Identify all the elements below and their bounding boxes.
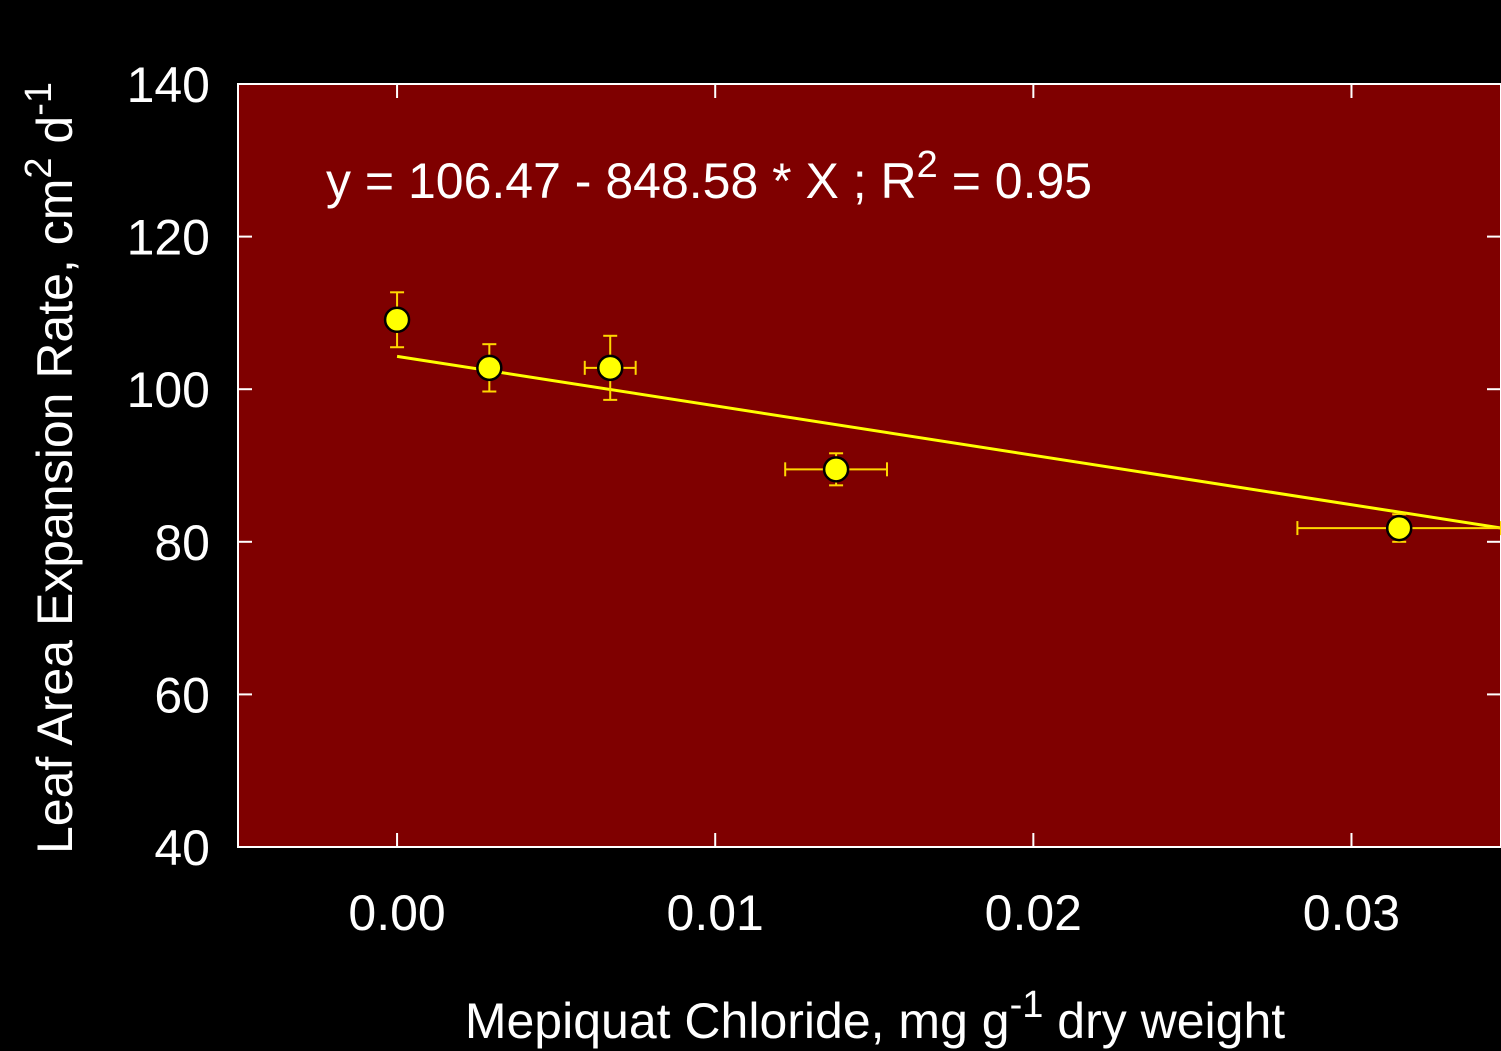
- data-point: [1385, 514, 1413, 542]
- x-tick-label: 0.00: [348, 885, 445, 941]
- equation-tail: = 0.95: [938, 153, 1092, 209]
- equation-superscript: 2: [917, 144, 938, 186]
- x-tick-label: 0.02: [985, 885, 1082, 941]
- regression-line-group: [396, 354, 1501, 530]
- y-tick-label: 40: [154, 820, 210, 876]
- data-point: [476, 354, 503, 382]
- y-tick-label: 140: [127, 57, 210, 113]
- fit-equation-annotation: y = 106.47 - 848.58 * X ; R2 = 0.95: [326, 144, 1092, 209]
- y-axis-title-main: Leaf Area Expansion Rate, cm: [27, 179, 83, 854]
- data-points: [383, 306, 1413, 542]
- data-point: [822, 456, 850, 483]
- x-axis-ticks: 0.00 0.01 0.02 0.03: [348, 84, 1400, 941]
- x-axis-title-tail: dry weight: [1043, 993, 1285, 1049]
- x-axis-title-superscript: -1: [1010, 984, 1044, 1026]
- y-axis-title: Leaf Area Expansion Rate, cm2 d-1: [18, 82, 83, 854]
- plot-area: [237, 83, 1501, 848]
- y-axis-title-mid: d: [27, 116, 83, 158]
- y-tick-label: 120: [127, 210, 210, 266]
- x-axis-title: Mepiquat Chloride, mg g-1 dry weight: [465, 984, 1285, 1049]
- data-point: [596, 354, 624, 382]
- x-axis-title-main: Mepiquat Chloride, mg g: [465, 993, 1010, 1049]
- y-tick-label: 60: [154, 667, 210, 723]
- y-axis-title-superscript-2: -1: [18, 82, 60, 116]
- y-tick-label: 100: [127, 362, 210, 418]
- y-axis-title-superscript-1: 2: [18, 157, 60, 178]
- regression-line: [396, 354, 1501, 530]
- x-tick-label: 0.01: [667, 885, 764, 941]
- data-point: [383, 306, 411, 334]
- y-axis-ticks: 40 60 80 100 120 140: [127, 57, 1501, 876]
- y-tick-label: 80: [154, 515, 210, 571]
- equation-text: y = 106.47 - 848.58 * X ; R: [326, 153, 917, 209]
- x-tick-label: 0.03: [1303, 885, 1400, 941]
